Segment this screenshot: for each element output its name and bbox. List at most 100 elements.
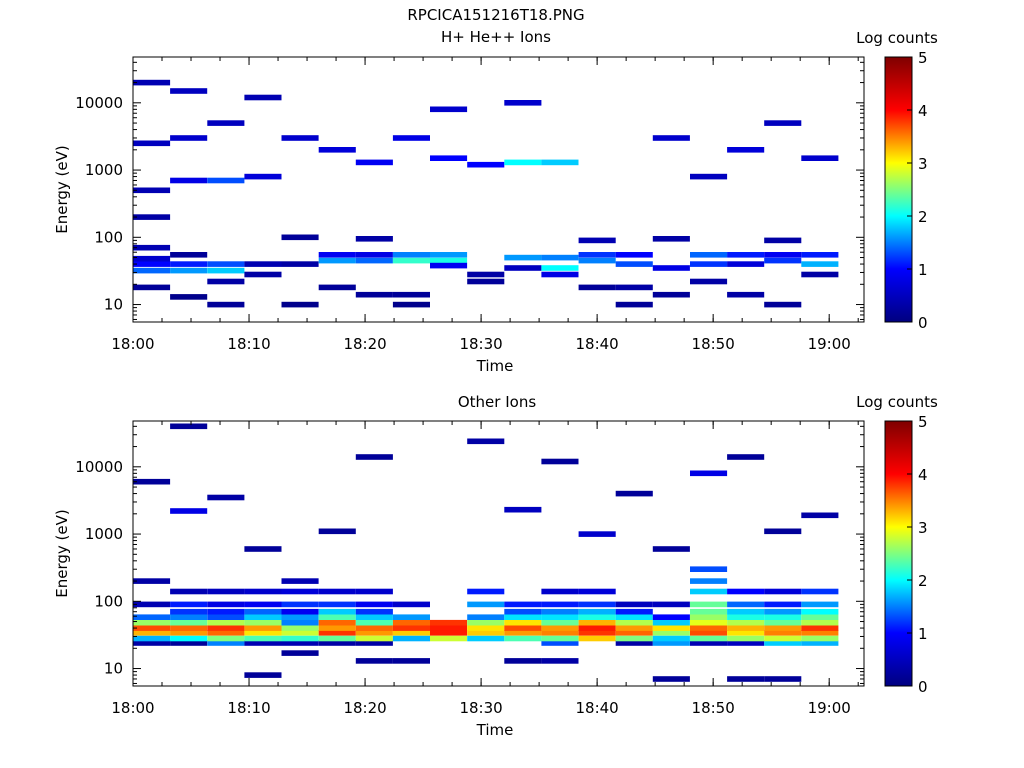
spectrogram-cell [281,261,319,267]
spectrogram-cell [281,608,319,615]
spectrogram-cell [170,619,208,626]
spectrogram-cell [430,630,468,636]
spectrogram-cell [801,640,839,646]
spectrogram-cell [504,506,542,513]
spectrogram-cell [355,454,393,460]
spectrogram-cell [392,135,430,141]
spectrogram-cell [170,177,208,184]
spectrogram-cell [504,614,542,620]
y-tick-label: 100 [94,228,123,246]
spectrogram-cell [133,140,171,147]
colorbar-tick-label: 3 [918,155,928,173]
spectrogram-cell [467,271,505,278]
spectrogram-cell [244,635,282,642]
spectrogram-cell [727,614,765,620]
spectrogram-cell [727,676,765,682]
spectrogram-cell [504,265,542,271]
spectrogram-cell [281,601,319,608]
spectrogram-cell [652,236,690,242]
colorbar-tick-label: 0 [918,314,928,332]
axes: 18:00 18:10 18:20 18:30 18:40 18:50 19:00 10 100… [75,421,864,717]
spectrogram-cell [541,254,579,261]
spectrogram-cell [207,494,245,501]
x-tick-label: 18:00 [111,335,154,353]
spectrogram-cell [541,159,579,166]
spectrogram-cell [541,601,579,608]
spectrogram-cell [504,100,542,106]
spectrogram-cell [541,458,579,465]
colorbar-tick-label: 3 [918,519,928,537]
spectrogram-cell [652,625,690,631]
spectrogram-cell [467,161,505,168]
spectrogram-cell [170,630,208,636]
spectrogram-cell [133,630,171,636]
spectrogram-cell [690,173,728,180]
colorbar-tick-label: 2 [918,208,928,226]
spectrogram-cell [615,252,653,258]
axes: 18:00 18:10 18:20 18:30 18:40 18:50 19:00 10 100… [75,57,864,353]
spectrogram-cell [170,252,208,258]
colorbar-label: Log counts [856,29,938,47]
spectrogram-cell [133,214,171,220]
x-tick-label: 18:40 [576,699,619,717]
spectrogram-cell [467,619,505,626]
spectrogram-cell [764,528,802,535]
spectrogram-cell [355,159,393,166]
spectrogram-cell [652,546,690,552]
spectrogram-cell [615,301,653,308]
spectrogram-cell [392,601,430,608]
spectrogram-cell [652,601,690,608]
spectrogram-cell [801,261,839,267]
spectrogram-cell [764,619,802,626]
spectrogram-cell [355,257,393,264]
spectrogram-cell [578,619,616,626]
spectrogram-cell [133,601,171,608]
spectrogram-cell [541,271,579,278]
spectrogram-cell [355,601,393,608]
spectrogram-cell [170,261,208,267]
x-tick-label: 18:50 [692,699,735,717]
spectrogram-cell [355,588,393,595]
spectrogram-cell [764,257,802,264]
x-tick-label: 18:30 [459,699,502,717]
spectrogram-cell [727,630,765,636]
spectrogram-cell [541,630,579,636]
spectrogram-cell [355,625,393,631]
spectrogram-cell [430,625,468,631]
spectrogram-cell [133,578,171,584]
spectrogram-cell [430,252,468,258]
spectrogram-cell [355,635,393,642]
panel-title: Other Ions [458,393,536,411]
spectrogram-cell [355,619,393,626]
x-tick-label: 18:10 [227,335,270,353]
spectrogram-cell [615,619,653,626]
spectrogram-cell [133,614,171,620]
spectrogram-cell [244,546,282,552]
spectrogram-cell [392,301,430,308]
spectrogram-cell [541,635,579,642]
spectrogram-cell [690,278,728,285]
y-axis-label: Energy (eV) [53,145,71,233]
spectrogram-cell [170,508,208,514]
spectrogram-cell [430,257,468,264]
spectrogram-cell [244,614,282,620]
spectrogram-cell [578,531,616,537]
spectrogram-cell [170,88,208,94]
x-axis-label: Time [476,721,514,739]
colorbar-label: Log counts [856,393,938,411]
spectrogram-cell [727,640,765,646]
figure-title: RPCICA151216T18.PNG [407,6,584,24]
spectrogram-cell [764,237,802,244]
spectrogram-cell [355,630,393,636]
colorbar-tick-label: 4 [918,102,928,120]
spectrogram-cell [690,252,728,258]
spectrogram-cell [690,625,728,631]
x-tick-label: 18:20 [343,335,386,353]
y-tick-label: 10 [104,660,123,678]
spectrogram-cell [170,135,208,141]
spectrogram-cell [504,159,542,166]
spectrogram-cell [764,301,802,308]
spectrogram-cell [170,625,208,631]
spectrogram-cell [801,271,839,278]
spectrogram-cell [652,619,690,626]
